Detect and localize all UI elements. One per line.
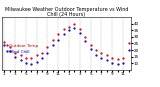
Wind Chill — [84, 40, 86, 41]
Outdoor Temp — [111, 57, 113, 58]
Wind Chill — [41, 57, 43, 58]
Wind Chill — [74, 27, 76, 28]
Wind Chill — [14, 56, 16, 57]
Outdoor Temp — [47, 47, 48, 48]
Outdoor Temp — [95, 50, 97, 51]
Wind Chill — [20, 60, 21, 61]
Wind Chill — [117, 64, 119, 65]
Line: Outdoor Temp: Outdoor Temp — [4, 23, 129, 60]
Outdoor Temp — [25, 57, 27, 58]
Outdoor Temp — [36, 55, 38, 56]
Outdoor Temp — [57, 34, 59, 35]
Wind Chill — [3, 44, 5, 45]
Wind Chill — [57, 39, 59, 40]
Wind Chill — [79, 33, 81, 34]
Outdoor Temp — [106, 55, 108, 56]
Outdoor Temp — [63, 29, 65, 30]
Wind Chill — [25, 63, 27, 64]
Outdoor Temp — [122, 57, 124, 58]
Outdoor Temp — [14, 52, 16, 53]
Wind Chill — [68, 30, 70, 31]
Outdoor Temp — [3, 42, 5, 43]
Outdoor Temp — [52, 39, 54, 40]
Outdoor Temp — [9, 47, 11, 48]
Wind Chill — [128, 50, 129, 51]
Wind Chill — [111, 63, 113, 64]
Wind Chill — [100, 57, 102, 58]
Wind Chill — [122, 63, 124, 64]
Wind Chill — [52, 44, 54, 45]
Outdoor Temp — [68, 26, 70, 27]
Outdoor Temp — [41, 52, 43, 53]
Legend: Outdoor Temp, Wind Chill: Outdoor Temp, Wind Chill — [5, 43, 39, 55]
Outdoor Temp — [90, 44, 92, 45]
Title: Milwaukee Weather Outdoor Temperature vs Wind Chill (24 Hours): Milwaukee Weather Outdoor Temperature vs… — [5, 7, 128, 17]
Wind Chill — [30, 64, 32, 65]
Wind Chill — [9, 51, 11, 52]
Outdoor Temp — [20, 55, 21, 56]
Outdoor Temp — [128, 43, 129, 44]
Outdoor Temp — [84, 36, 86, 37]
Wind Chill — [36, 61, 38, 62]
Line: Wind Chill: Wind Chill — [4, 27, 129, 65]
Outdoor Temp — [100, 52, 102, 53]
Outdoor Temp — [117, 59, 119, 60]
Outdoor Temp — [79, 29, 81, 30]
Wind Chill — [106, 60, 108, 61]
Wind Chill — [95, 55, 97, 56]
Wind Chill — [63, 34, 65, 35]
Wind Chill — [90, 48, 92, 49]
Outdoor Temp — [74, 23, 76, 24]
Outdoor Temp — [30, 57, 32, 58]
Wind Chill — [47, 52, 48, 53]
